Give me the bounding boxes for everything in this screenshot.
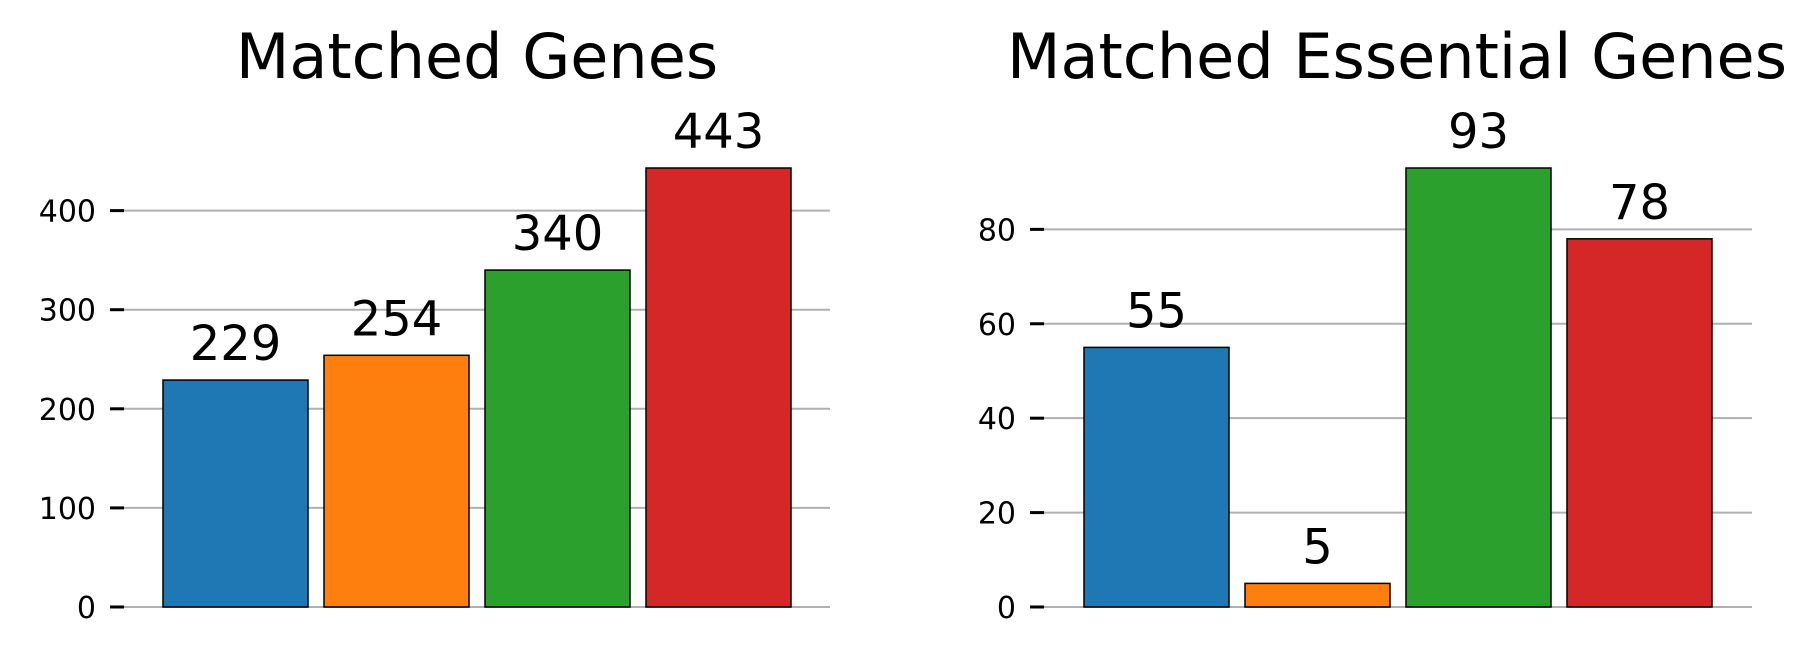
y-tick-label: 20 — [978, 497, 1016, 532]
bar — [1566, 238, 1713, 608]
chart-matched-genes: Matched Genes 0 100 200 300 400 229 254 340 443 — [39, 20, 830, 626]
y-tick-label: 0 — [997, 591, 1016, 626]
y-tick-label: 0 — [77, 591, 96, 626]
bar — [484, 269, 631, 608]
y-tick-label: 400 — [39, 195, 96, 230]
y-tick-label: 100 — [39, 492, 96, 527]
bar — [1083, 346, 1230, 608]
bar-value-label: 55 — [1126, 283, 1187, 339]
y-tick-label: 60 — [978, 308, 1016, 343]
bar-value-label: 443 — [673, 104, 765, 160]
y-tick-label: 200 — [39, 393, 96, 428]
bar-value-label: 5 — [1302, 519, 1333, 575]
y-tick-label: 300 — [39, 294, 96, 329]
bar-value-label: 78 — [1609, 175, 1670, 231]
chart-title: Matched Genes — [236, 20, 718, 93]
y-tick-label: 40 — [978, 402, 1016, 437]
bar — [1244, 582, 1391, 608]
y-tick-label: 80 — [978, 213, 1016, 248]
bar-value-label: 229 — [190, 316, 282, 372]
bar — [323, 354, 470, 608]
bar-value-label: 254 — [351, 291, 443, 347]
bar-value-label: 340 — [512, 206, 604, 262]
chart-title: Matched Essential Genes — [1007, 20, 1787, 93]
bar — [645, 167, 792, 608]
bar-value-label: 93 — [1448, 104, 1509, 160]
bar — [162, 379, 309, 608]
bar — [1405, 167, 1552, 608]
